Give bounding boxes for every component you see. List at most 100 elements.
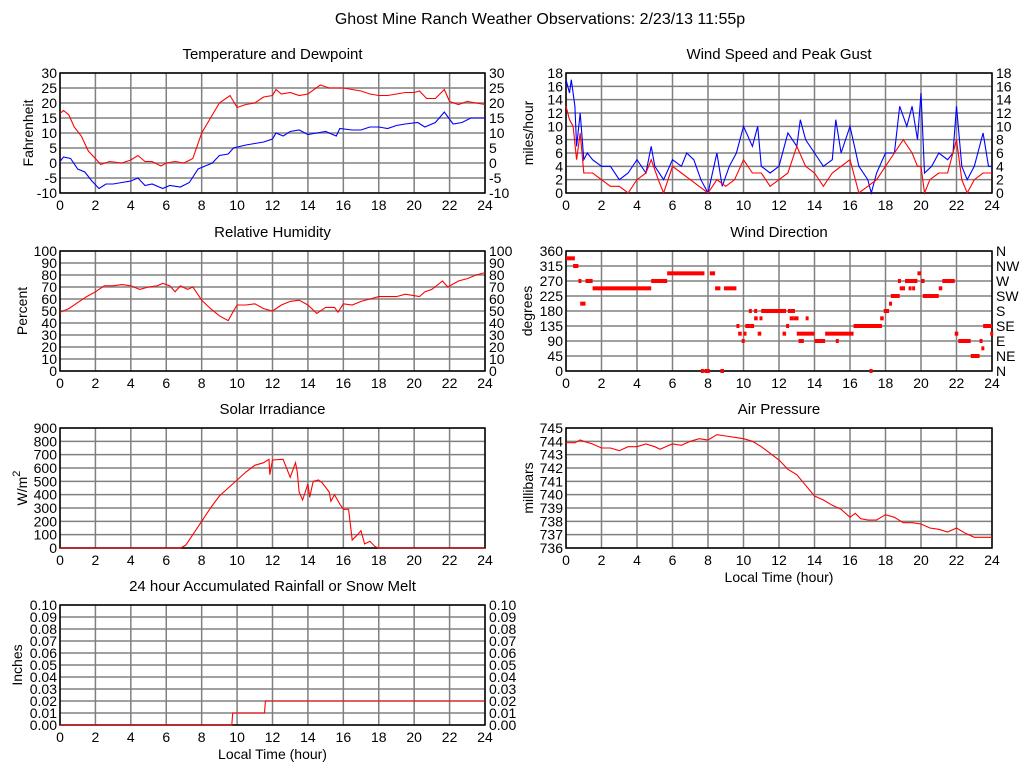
direction-mark [704, 369, 710, 373]
right-tick-label: S [996, 303, 1005, 319]
x-tick-label: 24 [477, 729, 493, 745]
x-tick-label: 20 [913, 197, 929, 213]
plot-frame [59, 604, 486, 726]
x-tick-label: 0 [562, 552, 570, 568]
series-line-0 [59, 272, 486, 322]
right-tick-label: SE [996, 318, 1015, 334]
right-tick-label: 20 [489, 339, 505, 355]
direction-mark [825, 331, 854, 336]
direction-mark [700, 369, 704, 373]
direction-mark [990, 331, 994, 336]
y-tick-label: -10 [37, 185, 57, 201]
y-tick-label: 30 [41, 65, 57, 81]
direction-mark [651, 279, 668, 283]
y-tick-label: 0.03 [30, 681, 57, 697]
direction-mark [787, 309, 795, 313]
right-tick-label: 0.09 [489, 609, 516, 625]
direction-mark [889, 301, 893, 306]
y-axis-label: Inches [9, 644, 25, 685]
direction-mark [890, 294, 900, 298]
x-tick-label: 16 [842, 197, 858, 213]
x-tick-label: 18 [371, 197, 387, 213]
chart-title: Wind Direction [730, 224, 828, 241]
direction-mark [853, 324, 882, 328]
x-tick-label: 8 [198, 552, 206, 568]
x-tick-label: 12 [771, 552, 787, 568]
y-tick-label: 0.02 [30, 693, 57, 709]
direction-mark [750, 324, 755, 328]
x-tick-label: 6 [669, 375, 677, 391]
x-tick-label: 16 [842, 375, 858, 391]
y-tick-label: 900 [34, 420, 58, 436]
y-axis-label: Fahrenheit [20, 99, 36, 166]
x-tick-label: 6 [162, 552, 170, 568]
direction-mark [759, 316, 763, 321]
y-axis-label-text: miles/hour [520, 100, 536, 165]
right-tick-label: 0.10 [489, 597, 516, 613]
direction-mark [917, 271, 921, 276]
right-tick-label: W [996, 273, 1010, 289]
y-tick-label: 0 [49, 540, 57, 556]
x-tick-label: 8 [704, 375, 712, 391]
x-tick-label: 16 [336, 729, 352, 745]
right-tick-label: 0 [996, 185, 1004, 201]
right-tick-label: 0.02 [489, 693, 516, 709]
plot-frame [59, 250, 486, 372]
series-line-0 [566, 434, 992, 538]
x-tick-label: 4 [127, 375, 135, 391]
chart-rainfall: 24 hour Accumulated Rainfall or Snow Mel… [9, 578, 516, 762]
y-tick-label: 0.04 [30, 669, 57, 685]
direction-mark [789, 316, 794, 321]
direction-mark [979, 339, 983, 343]
y-tick-label: 737 [540, 527, 564, 543]
y-tick-label: 70 [41, 279, 57, 295]
right-tick-label: N [996, 363, 1006, 379]
direction-mark [782, 331, 787, 336]
x-tick-label: 12 [771, 375, 787, 391]
right-tick-label: 0.06 [489, 645, 516, 661]
right-tick-label: 0.05 [489, 657, 516, 673]
right-tick-label: 18 [996, 65, 1012, 81]
plot-frame [59, 72, 486, 194]
y-tick-label: 0.05 [30, 657, 57, 673]
y-tick-label: 10 [547, 118, 563, 134]
y-tick-label: 200 [34, 513, 58, 529]
right-tick-label: 0.04 [489, 669, 516, 685]
x-tick-label: 2 [598, 197, 606, 213]
direction-mark [761, 309, 787, 313]
right-tick-label: 0.03 [489, 681, 516, 697]
direction-mark [814, 339, 826, 343]
x-tick-label: 14 [300, 729, 316, 745]
x-tick-label: 4 [127, 552, 135, 568]
direction-mark [912, 286, 916, 291]
plot-frame [565, 250, 993, 372]
right-tick-label: 80 [489, 267, 505, 283]
direction-mark [905, 279, 918, 283]
x-tick-label: 18 [371, 375, 387, 391]
x-tick-label: 22 [442, 197, 458, 213]
x-tick-label: 10 [736, 375, 752, 391]
direction-mark [869, 369, 873, 373]
x-tick-label: 20 [406, 197, 422, 213]
x-tick-label: 4 [633, 197, 641, 213]
direction-mark [897, 279, 901, 283]
y-tick-label: 745 [540, 420, 564, 436]
right-tick-label: 90 [489, 255, 505, 271]
x-tick-label: 8 [198, 197, 206, 213]
y-tick-label: 0 [49, 155, 57, 171]
direction-mark [667, 271, 705, 276]
x-tick-label: 18 [878, 552, 894, 568]
right-tick-label: 70 [489, 279, 505, 295]
y-tick-label: 45 [547, 348, 563, 364]
right-tick-label: 4 [996, 158, 1004, 174]
y-tick-label: 741 [540, 473, 564, 489]
y-axis-label: miles/hour [520, 100, 536, 165]
y-axis-label-text: Fahrenheit [20, 99, 36, 166]
right-tick-label: -10 [489, 185, 509, 201]
y-tick-label: -5 [45, 170, 58, 186]
plot-frame [59, 427, 486, 549]
plot-frame [565, 427, 993, 549]
direction-mark [958, 339, 971, 343]
